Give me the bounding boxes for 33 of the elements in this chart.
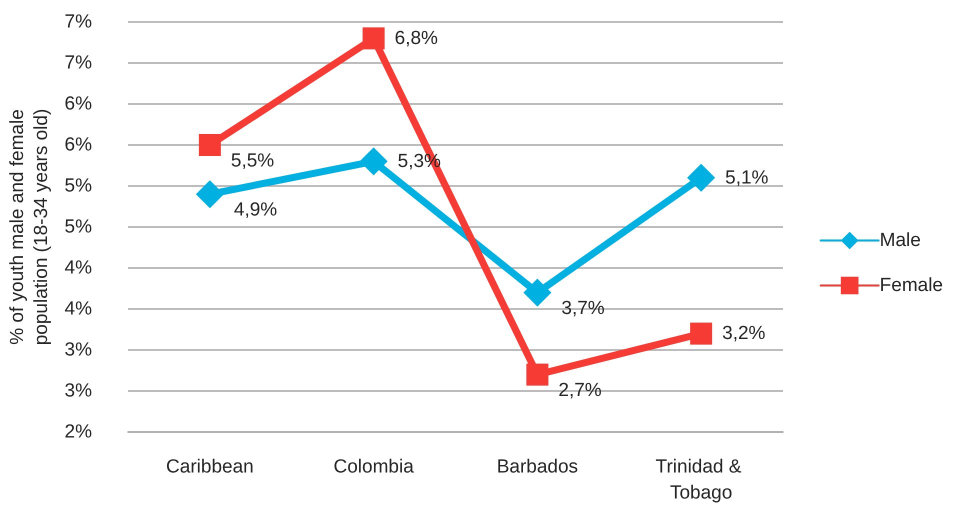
- x-tick-label: Caribbean: [166, 456, 254, 478]
- point: [523, 278, 552, 307]
- legend-label: Female: [880, 275, 944, 296]
- y-tick-label: 7%: [64, 12, 92, 32]
- y-tick-label: 6%: [64, 94, 92, 114]
- data-label: 2,7%: [558, 380, 602, 402]
- data-label: 3,7%: [561, 298, 605, 320]
- point: [360, 147, 388, 176]
- y-tick-label: 5%: [64, 216, 92, 238]
- point: [687, 164, 716, 192]
- data-label: 5,5%: [230, 150, 274, 172]
- y-tick-label: 4%: [64, 258, 92, 278]
- point: [526, 364, 548, 386]
- y-tick-label: 2%: [64, 422, 92, 442]
- x-tick-label: Colombia: [333, 456, 414, 478]
- data-label: 3,2%: [722, 323, 766, 344]
- point: [362, 27, 385, 50]
- data-label: 6,8%: [394, 28, 438, 49]
- legend-label: Male: [880, 230, 921, 251]
- data-label: 5,1%: [725, 167, 769, 188]
- y-axis-title: % of youth male and female population (18-34 years old): [7, 108, 52, 346]
- y-tick-label: 6%: [64, 134, 92, 156]
- y-tick-label: 7%: [64, 52, 92, 74]
- x-tick-label: Barbados: [496, 456, 578, 478]
- y-tick-label: 5%: [64, 176, 92, 196]
- point: [198, 134, 221, 156]
- x-tick-label: Trinidad & Tobago: [656, 456, 747, 504]
- y-tick-label: 4%: [64, 298, 92, 320]
- point: [196, 180, 224, 208]
- y-tick-label: 3%: [64, 340, 92, 360]
- data-label: 4,9%: [234, 200, 278, 221]
- point: [690, 322, 712, 345]
- y-tick-label: 3%: [64, 380, 92, 402]
